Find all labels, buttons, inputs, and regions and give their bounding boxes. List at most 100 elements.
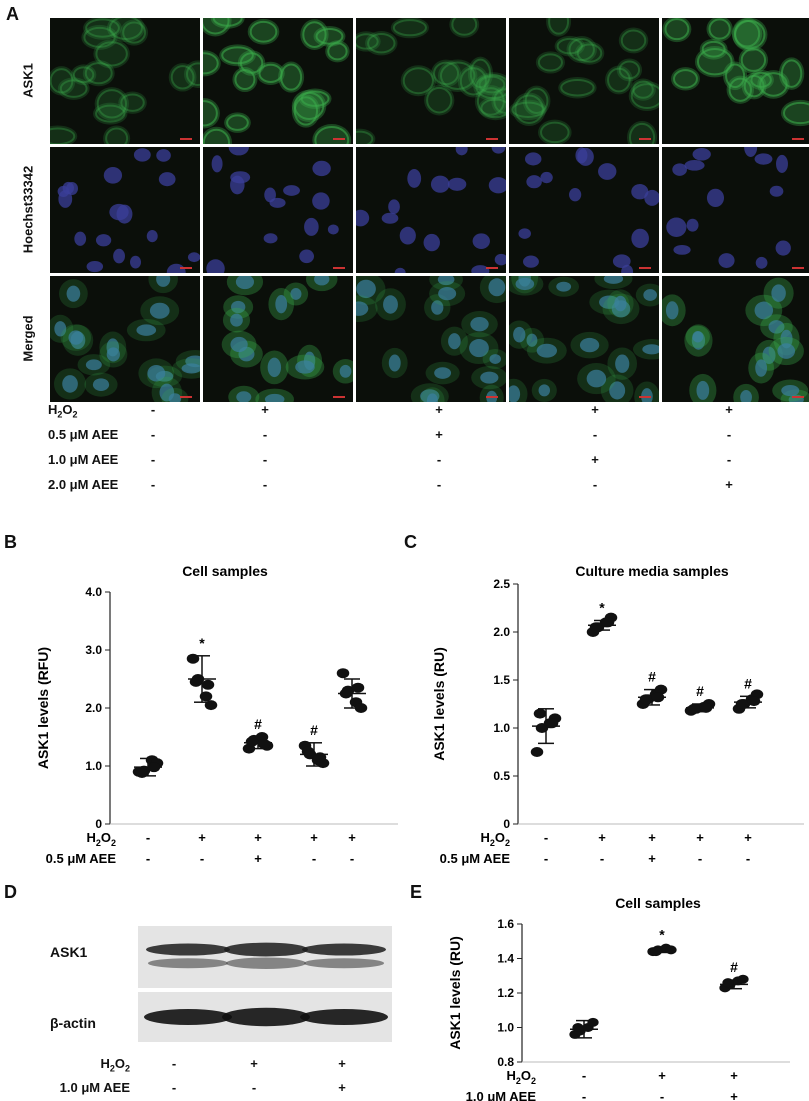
y-tick-label: 1.6 bbox=[497, 917, 514, 931]
micrograph-hoechst-1 bbox=[50, 147, 200, 273]
data-point bbox=[639, 694, 653, 705]
condition-symbol: - bbox=[251, 1080, 257, 1095]
significance-mark: * bbox=[199, 635, 205, 651]
group-4: # bbox=[684, 683, 716, 716]
data-point bbox=[687, 703, 701, 714]
condition-symbol: + bbox=[254, 830, 262, 845]
micrograph-hoechst-2 bbox=[203, 147, 353, 273]
data-point bbox=[339, 688, 353, 699]
micrograph-merged-5 bbox=[662, 276, 809, 402]
chart-title: Culture media samples bbox=[575, 563, 728, 579]
micrograph-merged-3 bbox=[356, 276, 506, 402]
micrograph-ask1-2 bbox=[203, 18, 353, 144]
condition-symbol: - bbox=[150, 427, 156, 442]
condition-label: 1.0 μM AEE bbox=[48, 452, 119, 467]
data-point bbox=[650, 947, 662, 957]
condition-symbol: - bbox=[436, 452, 442, 467]
condition-label: H2O2 bbox=[506, 1068, 536, 1086]
condition-label: 0.5 μM AEE bbox=[440, 851, 511, 866]
micrograph-hoechst-5 bbox=[662, 147, 809, 273]
group-3: # bbox=[719, 959, 749, 993]
y-axis-label: ASK1 levels (RU) bbox=[447, 936, 463, 1050]
condition-label: 2.0 μM AEE bbox=[48, 477, 119, 492]
data-point bbox=[189, 676, 203, 687]
y-tick-label: 1.2 bbox=[497, 986, 514, 1000]
data-point bbox=[572, 1023, 584, 1032]
y-tick-label: 0 bbox=[503, 817, 510, 831]
condition-symbol: - bbox=[600, 851, 604, 866]
panel-letter-a: A bbox=[6, 4, 19, 24]
data-point bbox=[530, 747, 544, 757]
data-point bbox=[601, 617, 615, 628]
y-tick-label: 1.0 bbox=[497, 1021, 514, 1035]
y-tick-label: 0.8 bbox=[497, 1055, 514, 1069]
data-point bbox=[722, 978, 734, 988]
condition-symbol: + bbox=[348, 830, 356, 845]
condition-symbol: + bbox=[648, 830, 656, 845]
condition-symbol: + bbox=[338, 1080, 346, 1095]
y-tick-label: 1.0 bbox=[493, 721, 510, 735]
y-tick-label: 2.5 bbox=[493, 577, 510, 591]
data-point bbox=[699, 702, 713, 713]
condition-symbol: - bbox=[544, 851, 548, 866]
condition-symbol: + bbox=[744, 830, 752, 845]
band-label-beta-actin: β-actin bbox=[50, 1015, 96, 1031]
condition-symbol: + bbox=[591, 402, 599, 417]
chart-title: Cell samples bbox=[182, 563, 268, 579]
condition-symbol: + bbox=[730, 1068, 738, 1083]
group-3: # bbox=[636, 669, 668, 709]
condition-symbol: + bbox=[591, 452, 599, 467]
condition-symbol: - bbox=[150, 402, 156, 417]
y-tick-label: 2.0 bbox=[493, 625, 510, 639]
row-label-ask1: ASK1 bbox=[20, 63, 36, 98]
data-point bbox=[204, 700, 218, 711]
panel-letter-d: D bbox=[4, 882, 17, 902]
micrograph-ask1-3 bbox=[356, 18, 506, 144]
condition-symbol: + bbox=[648, 851, 656, 866]
significance-mark: * bbox=[599, 599, 605, 615]
condition-symbol: + bbox=[435, 427, 443, 442]
condition-label: H2O2 bbox=[48, 402, 78, 420]
micrograph-merged-2 bbox=[203, 276, 353, 402]
data-point bbox=[589, 622, 603, 633]
condition-symbol: + bbox=[198, 830, 206, 845]
data-point bbox=[654, 684, 668, 695]
data-point bbox=[747, 696, 761, 707]
significance-mark: # bbox=[696, 683, 704, 699]
condition-symbol: - bbox=[582, 1089, 586, 1101]
data-point bbox=[201, 679, 215, 690]
condition-symbol: - bbox=[544, 830, 548, 845]
group-2: * bbox=[586, 599, 618, 637]
y-tick-label: 1.0 bbox=[85, 759, 102, 773]
group-2: * bbox=[186, 635, 218, 711]
data-point bbox=[135, 767, 149, 778]
condition-symbol: - bbox=[746, 851, 750, 866]
condition-symbol: + bbox=[338, 1056, 346, 1071]
y-tick-label: 2.0 bbox=[85, 701, 102, 715]
panel-letter-e: E bbox=[410, 882, 423, 902]
y-tick-label: 1.5 bbox=[493, 673, 510, 687]
panel-letter-b: B bbox=[4, 532, 17, 552]
group-3: # bbox=[242, 716, 274, 754]
group-5: # bbox=[732, 675, 764, 714]
condition-label: H2O2 bbox=[86, 830, 116, 848]
condition-symbol: - bbox=[200, 851, 204, 866]
condition-symbol: + bbox=[725, 477, 733, 492]
row-label-merged: Merged bbox=[20, 315, 36, 362]
condition-symbol: + bbox=[598, 830, 606, 845]
condition-symbol: - bbox=[262, 477, 268, 492]
micrograph-ask1-1 bbox=[50, 18, 200, 144]
significance-mark: # bbox=[648, 669, 656, 685]
condition-symbol: - bbox=[150, 477, 156, 492]
data-point bbox=[665, 945, 677, 955]
data-point bbox=[336, 668, 350, 679]
condition-symbol: + bbox=[696, 830, 704, 845]
significance-mark: # bbox=[744, 675, 752, 691]
data-point bbox=[147, 762, 161, 773]
condition-symbol: + bbox=[261, 402, 269, 417]
condition-symbol: - bbox=[146, 851, 150, 866]
condition-symbol: - bbox=[312, 851, 316, 866]
micrograph-ask1-5 bbox=[662, 18, 809, 144]
data-point bbox=[651, 692, 665, 703]
significance-mark: # bbox=[254, 716, 262, 732]
